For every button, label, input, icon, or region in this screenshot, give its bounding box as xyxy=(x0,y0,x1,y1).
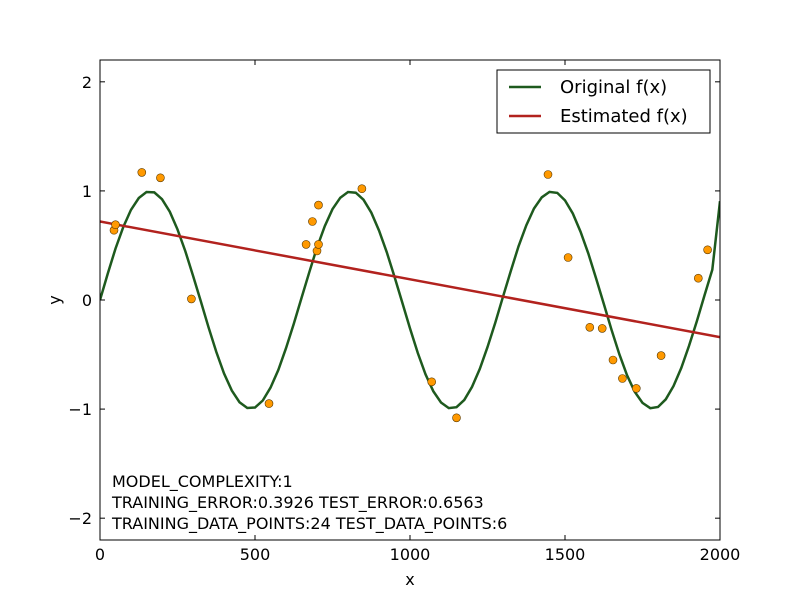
data-point xyxy=(585,322,595,332)
y-tick-label: 2 xyxy=(82,73,92,92)
data-point xyxy=(187,294,196,304)
legend-label-original: Original f(x) xyxy=(560,77,667,98)
y-axis-label: y xyxy=(45,295,64,304)
plot-area xyxy=(100,60,720,540)
annotation-errors: TRAINING_ERROR:0.3926 TEST_ERROR:0.6563 xyxy=(111,493,484,513)
x-tick-label: 500 xyxy=(240,545,271,564)
original-fx-line xyxy=(100,190,720,410)
x-tick-label: 1500 xyxy=(545,545,586,564)
data-point xyxy=(137,168,147,177)
data-point xyxy=(703,245,712,255)
data-point xyxy=(264,399,274,408)
data-point xyxy=(314,240,323,249)
annotation-model-complexity: MODEL_COMPLEXITY:1 xyxy=(112,472,293,492)
data-point xyxy=(357,184,367,193)
series-layer xyxy=(100,168,720,423)
data-point xyxy=(608,355,618,365)
legend-box xyxy=(496,69,711,134)
x-axis-label: x xyxy=(405,570,414,589)
x-tick-label: 2000 xyxy=(700,545,741,564)
annotation-data-points: TRAINING_DATA_POINTS:24 TEST_DATA_POINTS… xyxy=(111,514,507,534)
y-tick-label: 1 xyxy=(82,182,92,201)
data-point xyxy=(427,377,437,387)
ticks-layer: 0 500 1000 1500 2000 −2 −1 0 1 2 xyxy=(68,60,740,564)
data-point xyxy=(563,253,573,262)
legend-label-estimated: Estimated f(x) xyxy=(560,106,688,127)
data-point xyxy=(543,170,553,179)
data-point xyxy=(693,273,703,283)
data-point xyxy=(314,200,323,210)
y-tick-label: −1 xyxy=(68,400,92,419)
data-point xyxy=(308,217,317,226)
data-point xyxy=(656,351,666,360)
data-point xyxy=(597,324,607,333)
y-tick-label: 0 xyxy=(82,291,92,310)
data-point xyxy=(111,220,120,229)
data-point xyxy=(156,173,165,183)
data-point xyxy=(452,413,461,423)
legend: Original f(x) Estimated f(x) xyxy=(496,69,711,134)
data-point xyxy=(631,384,641,393)
data-point xyxy=(301,240,311,249)
y-tick-label: −2 xyxy=(68,509,92,528)
x-tick-label: 0 xyxy=(95,545,105,564)
data-point xyxy=(618,374,627,383)
annotations: MODEL_COMPLEXITY:1 TRAINING_ERROR:0.3926… xyxy=(111,472,507,534)
estimated-fx-line xyxy=(100,220,720,339)
x-tick-label: 1000 xyxy=(390,545,431,564)
